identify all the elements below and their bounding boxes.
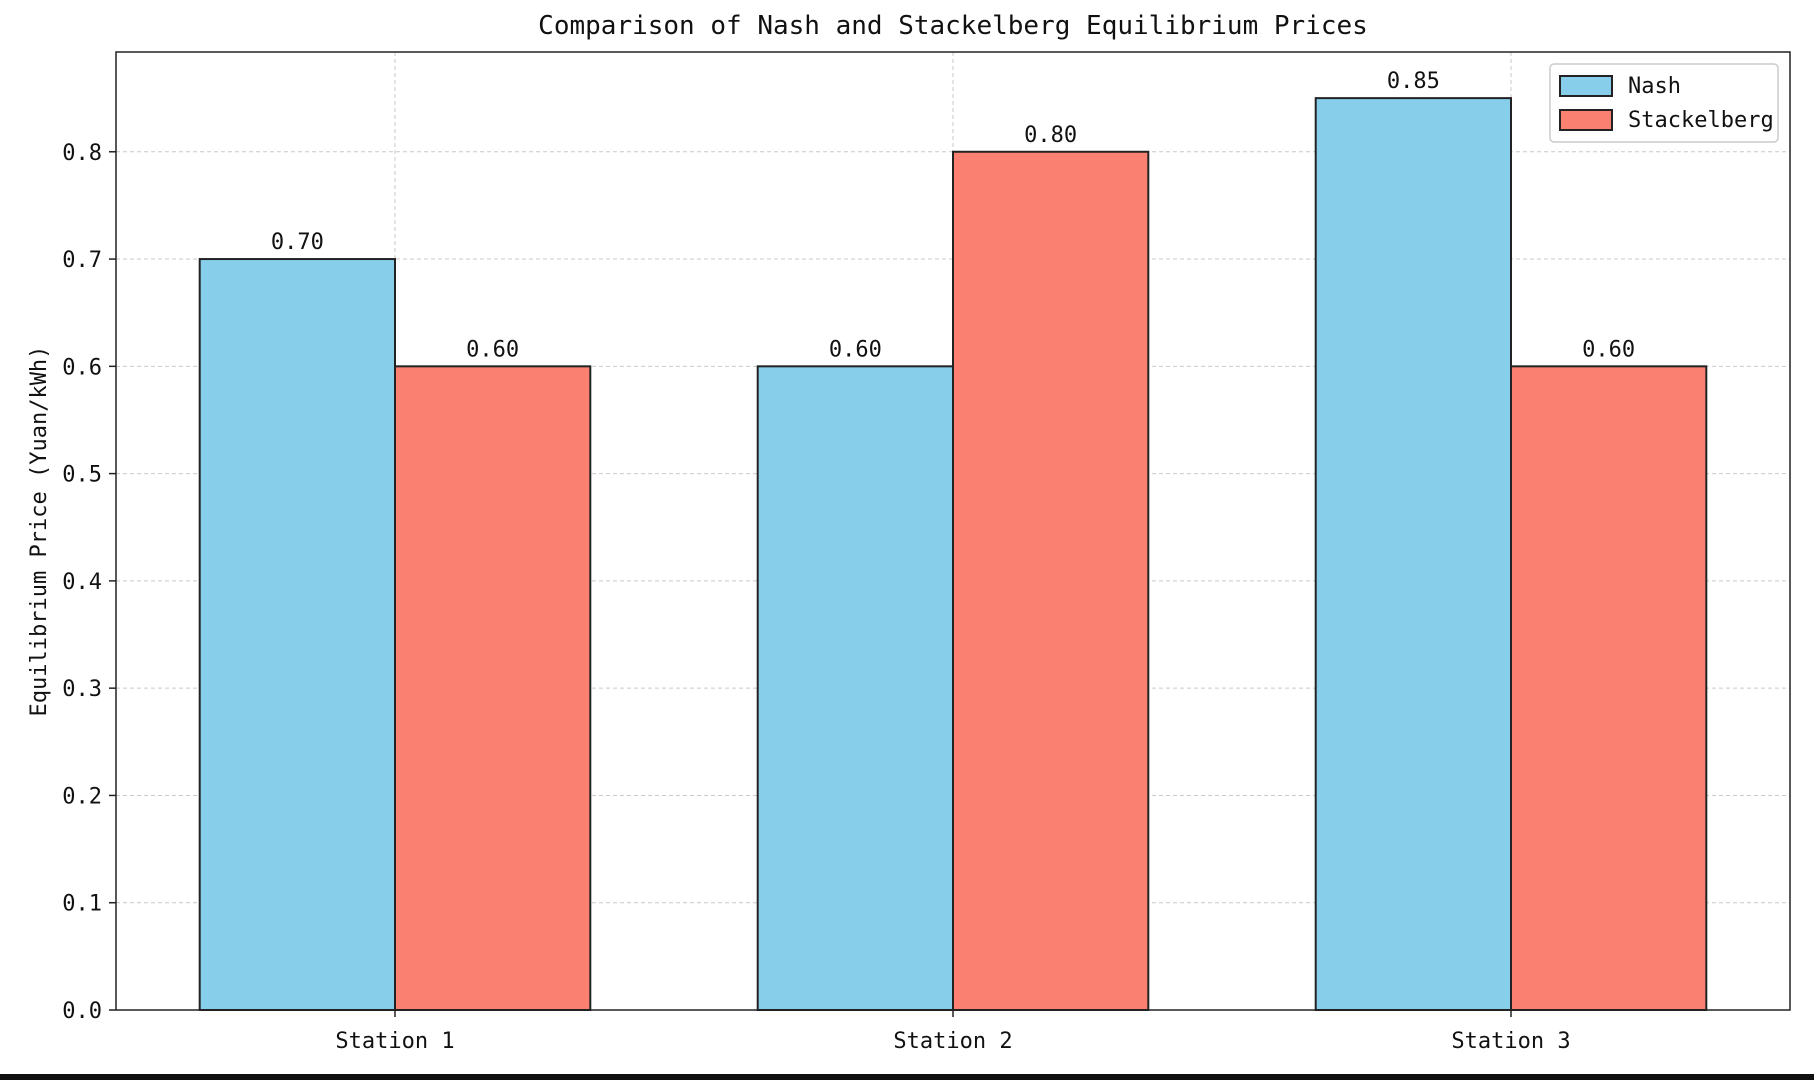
bar-nash-2 <box>756 365 955 1012</box>
legend-label-nash: Nash <box>1628 74 1681 99</box>
y-tick-label: 0.8 <box>62 141 102 166</box>
y-tick-label: 0.1 <box>62 892 102 917</box>
legend: Nash Stackelberg <box>1549 63 1779 143</box>
legend-swatch-nash <box>1559 75 1613 97</box>
y-tick-label: 0.4 <box>62 570 102 595</box>
y-axis-label: Equilibrium Price (Yuan/kWh) <box>27 346 52 717</box>
legend-swatch-stackelberg <box>1559 109 1613 131</box>
y-tick-label: 0.5 <box>62 463 102 488</box>
legend-label-stackelberg: Stackelberg <box>1628 108 1774 133</box>
x-tick-label: Station 3 <box>1451 1029 1570 1054</box>
axis-ticks: 0.0 0.1 0.2 0.3 0.4 0.5 0.6 0.7 0.8 Station 1 Stat… <box>62 141 1570 1054</box>
bar-stackelberg-1 <box>394 365 592 1012</box>
y-tick-label: 0.2 <box>62 784 102 809</box>
value-labels: 0.70 0.60 0.85 0.60 0.80 0.60 <box>271 69 1635 362</box>
y-tick-label: 0.3 <box>62 677 102 702</box>
value-label-nash-2: 0.60 <box>829 337 882 362</box>
value-label-stackelberg-2: 0.80 <box>1024 123 1077 148</box>
bar-stackelberg-3 <box>1510 365 1708 1012</box>
y-tick-label: 0.6 <box>62 355 102 380</box>
x-tick-label: Station 1 <box>335 1029 454 1054</box>
value-label-nash-1: 0.70 <box>271 230 324 255</box>
bottom-border <box>0 1074 1814 1080</box>
bar-nash-1 <box>198 258 396 1011</box>
chart-title: Comparison of Nash and Stackelberg Equil… <box>538 11 1368 41</box>
y-tick-label: 0.0 <box>62 999 102 1024</box>
value-label-stackelberg-1: 0.60 <box>466 337 519 362</box>
x-tick-label: Station 2 <box>893 1029 1012 1054</box>
value-label-stackelberg-3: 0.60 <box>1582 337 1635 362</box>
value-label-nash-3: 0.85 <box>1387 69 1440 94</box>
bars <box>198 97 1708 1012</box>
bar-stackelberg-2 <box>952 150 1150 1012</box>
bar-nash-3 <box>1314 97 1512 1012</box>
y-tick-label: 0.7 <box>62 248 102 273</box>
